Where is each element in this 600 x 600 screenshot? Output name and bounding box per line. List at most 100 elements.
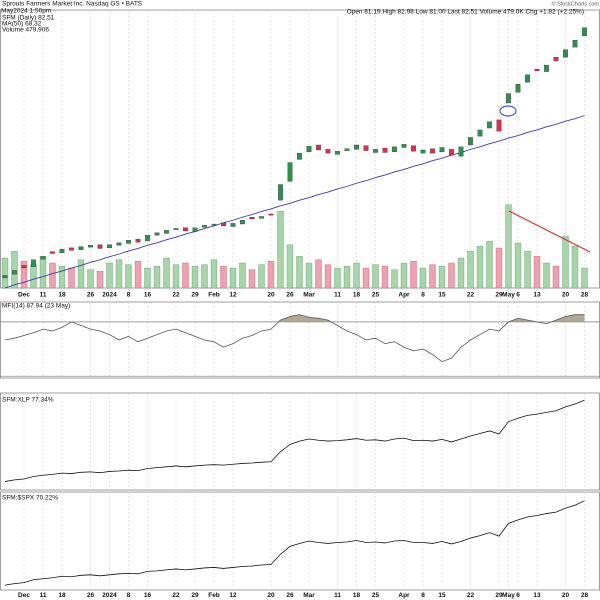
x-tick-label-bottom: 16 [144,592,152,599]
x-tick-label-bottom: 22 [467,592,475,599]
volume-bar [552,266,560,289]
legend-volume: Volume 479,906 [2,27,49,34]
quote: Open 81.19 High 82.98 Low 81.00 Last 82.… [347,9,584,16]
candle [31,259,36,267]
candle [202,225,207,228]
x-tick-label-bottom: 20 [267,592,275,599]
volume-bar [562,236,569,289]
candle [249,216,255,220]
candle [468,137,473,146]
volume-bar [267,261,275,289]
highlight-circle [499,105,517,117]
legend-price: SFM (Daily) 82.51 [2,15,55,22]
candle [78,246,84,250]
candle [354,144,359,150]
candle [344,148,350,151]
volume-bar [296,256,303,289]
volume-bar [229,267,237,289]
x-tick-label: 11 [334,292,341,299]
x-tick-label: 13 [533,292,541,299]
volume-bar [20,261,28,289]
x-tick-label-bottom: Feb [208,592,220,599]
volume-bar [134,261,142,289]
x-tick-label-bottom: Dec [18,592,30,599]
candle [88,245,93,248]
x-tick-label-bottom: 6 [516,592,520,599]
volume-bar [505,204,512,289]
volume-bar [334,267,341,289]
x-tick-label-bottom: 18 [353,592,361,599]
volume-bar [543,262,550,289]
indicator-line [4,314,585,363]
spx-title: SFM:$SPX 70.22% [2,495,58,502]
volume-bar [581,267,588,289]
candle [2,275,8,279]
candle [230,223,236,227]
x-tick-label: Feb [208,292,220,299]
volume-bar [524,251,531,289]
volume-bar [457,257,465,289]
volume-bar [305,262,313,289]
candle [411,145,416,152]
candle [259,216,264,219]
candle [12,270,17,275]
chart-subtitle: May2024 1:50pm [1,8,51,15]
candle [116,242,122,246]
volume-bar [210,259,218,289]
candle [373,149,378,153]
candle [487,121,492,129]
candle [221,222,226,227]
x-tick-label-bottom: 8 [127,592,131,599]
candle [173,228,179,230]
candle [325,149,331,154]
x-tick-label-bottom: 13 [533,592,541,599]
candle [458,146,464,157]
volume-bar [286,244,294,289]
candle [145,235,150,242]
candle [363,145,369,151]
x-tick-label: 29 [191,292,199,299]
x-tick-label-bottom: 26 [87,592,95,599]
volume-bar [315,259,322,289]
x-tick-label: 8 [421,292,425,299]
x-tick-label: 25 [372,292,380,299]
x-tick-label: 6 [516,292,520,299]
candle [278,184,283,201]
candle [211,223,217,226]
candle [544,65,549,72]
x-tick-label: 29 [495,292,503,299]
candle [316,144,321,151]
volume-bar [30,264,37,289]
x-tick-label-bottom: 20 [562,592,570,599]
volume-bar [58,266,66,289]
x-tick-label-bottom: Apr [398,592,410,599]
volume-bar [96,271,104,289]
x-tick-label-bottom: 18 [58,592,66,599]
volume-bar [353,262,360,289]
volume-bar [11,251,18,289]
volume-bar [486,241,493,289]
ma-line [4,115,585,289]
x-tick-label: 20 [562,292,570,299]
candle [154,232,160,236]
indicator-line [4,500,585,586]
candle [534,68,540,72]
volume-bar [476,246,484,289]
volume-bar [115,259,123,289]
x-tick-label: Dec [18,292,30,299]
volume-bar [220,266,227,289]
x-tick-label: 18 [58,292,66,299]
volume-bar [106,262,113,289]
volume-bar [239,262,246,289]
x-tick-label: 12 [229,292,237,299]
volume-bar [533,256,541,289]
x-tick-label: 2024 [102,292,117,299]
volume-bar [77,259,85,289]
candle [553,57,559,62]
candle [582,27,587,36]
legend-ma: MA(50) 68.32 [2,21,42,28]
volume-bar [87,269,94,289]
x-tick-label: 18 [353,292,361,299]
candle [40,256,46,260]
